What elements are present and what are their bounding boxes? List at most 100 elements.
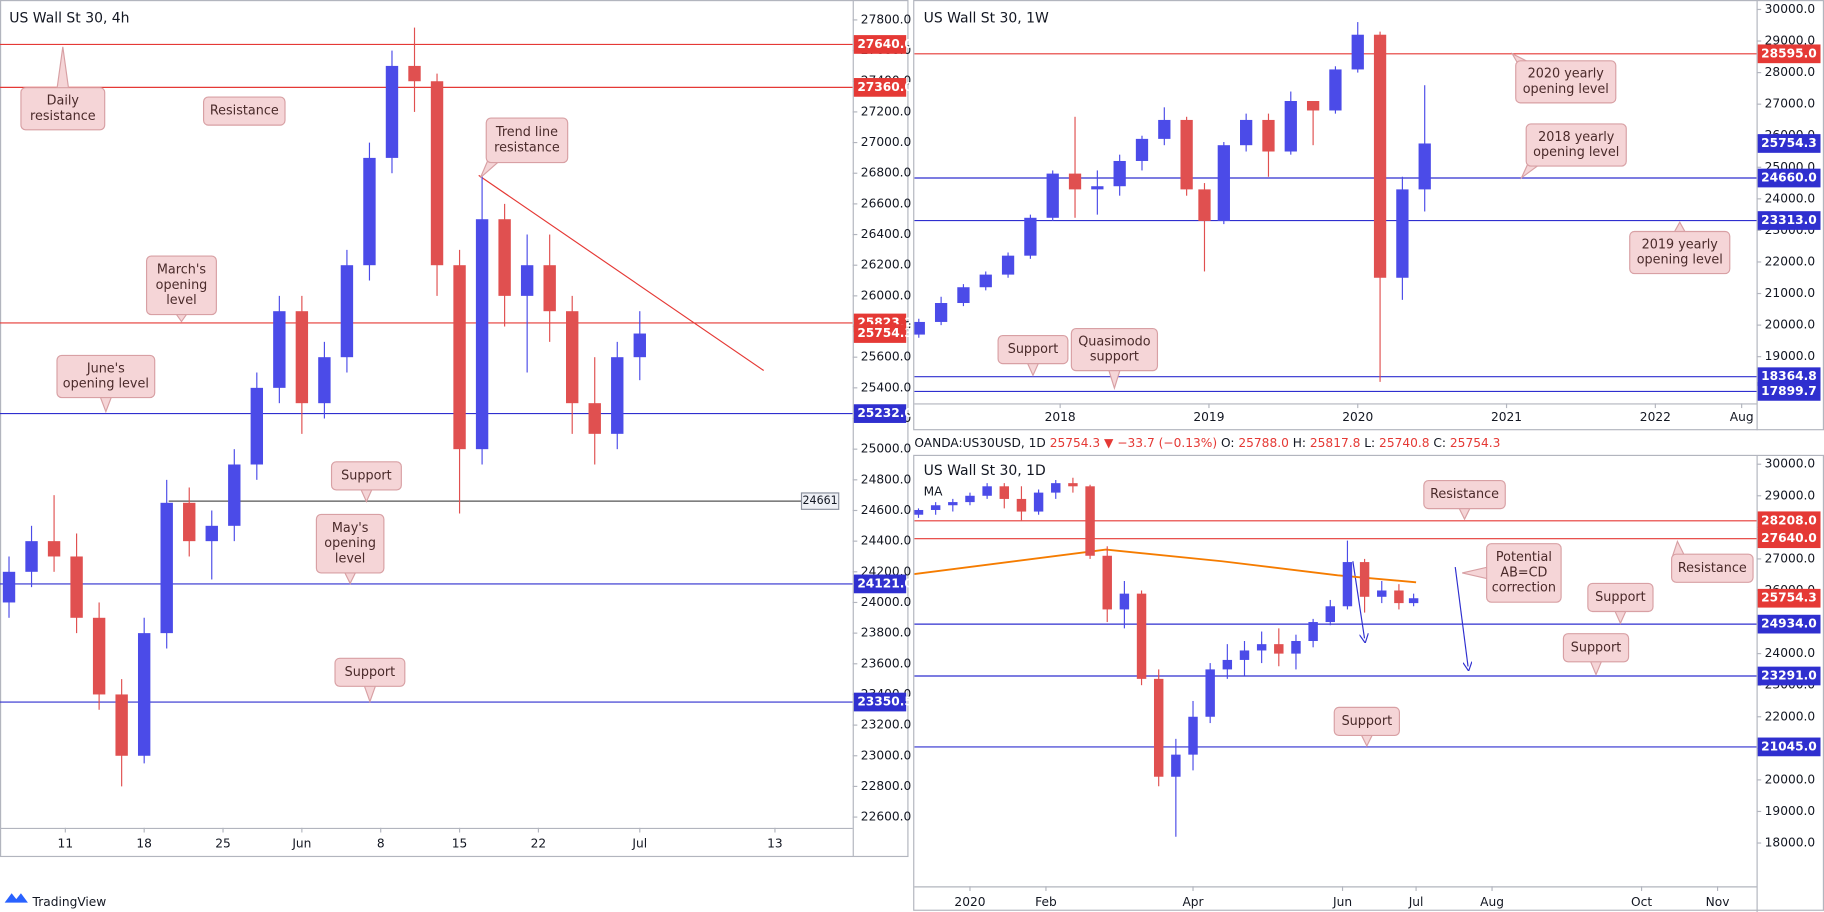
y-tick-label: 23600.0 (861, 656, 911, 670)
y-tick-label: 20000.0 (1765, 318, 1815, 332)
callout-text: Daily (47, 94, 80, 109)
candle-body (408, 65, 421, 82)
header-field: 25754.3 (1050, 436, 1100, 450)
header-field: OANDA:US30USD, 1D (914, 436, 1046, 450)
level-label-box (1757, 737, 1821, 757)
level-label-box (853, 35, 907, 54)
price-label-box (853, 324, 907, 343)
candle-body (1306, 101, 1320, 111)
plot-area (914, 477, 1757, 837)
level-label: 18364.8 (1761, 369, 1817, 383)
callout-text: opening (324, 536, 376, 551)
candle-body (92, 617, 106, 695)
callout-text: resistance (30, 109, 96, 124)
x-tick-label: 11 (58, 837, 74, 851)
callout-text: May's (332, 521, 369, 536)
y-tick-label: 29000.0 (1765, 488, 1815, 502)
level-label-box (800, 492, 840, 510)
callout-text: Support (1008, 342, 1059, 357)
panel-frame (0, 0, 909, 858)
y-tick-label: 24800.0 (861, 472, 911, 486)
callout-text: 2020 yearly (1528, 67, 1605, 82)
x-tick-label: 18 (136, 837, 152, 851)
callout-box (315, 513, 385, 574)
y-tick-label: 27000.0 (1765, 97, 1815, 111)
callout-text: Trend line (495, 125, 558, 140)
level-label-box (1757, 666, 1821, 686)
callout-text: Support (345, 665, 396, 680)
candle-body (1373, 34, 1387, 278)
callout-text: AB=CD (1500, 565, 1547, 580)
candle-body (228, 464, 241, 526)
y-tick-label: 18000.0 (1765, 836, 1815, 850)
header-field: L: (1364, 436, 1375, 450)
candle-body (1377, 590, 1387, 597)
candle-body (475, 219, 489, 450)
callout-text: Resistance (210, 104, 279, 119)
candle-body (183, 502, 196, 542)
panel-frame (913, 454, 1824, 911)
candle-body (1113, 160, 1126, 187)
candle-body (1240, 119, 1253, 146)
y-tick-label: 25400.0 (861, 380, 911, 394)
candle-body (1308, 622, 1318, 641)
level-label: 23313.0 (1761, 213, 1817, 227)
candle-body (115, 694, 128, 756)
y-tick-label: 26800.0 (861, 166, 911, 180)
callout-box (202, 96, 286, 126)
y-tick-label: 24400.0 (861, 534, 911, 548)
x-tick-label: 2018 (1045, 410, 1076, 424)
candle-body (914, 321, 925, 335)
y-tick-label: 26000.0 (861, 288, 911, 302)
level-label-box (853, 404, 907, 423)
x-tick-label: Jul (631, 837, 647, 851)
x-tick-label: Feb (1035, 895, 1057, 909)
header-field: 25817.8 (1310, 436, 1360, 450)
x-tick-label: Oct (1631, 895, 1652, 909)
callout-text: opening level (1533, 145, 1619, 160)
callout-text: Potential (1496, 550, 1552, 565)
level-label: 24661 (803, 494, 838, 507)
candle-body (979, 274, 992, 288)
level-label: 24121.0 (857, 576, 913, 590)
level-label: 23350.5 (857, 695, 913, 709)
x-tick-label: Jun (1332, 895, 1352, 909)
x-tick-label: Apr (1182, 895, 1204, 909)
candle-body (1046, 173, 1059, 218)
candle-body (1284, 101, 1297, 152)
candle-body (205, 525, 218, 542)
y-tick-label: 21000.0 (1765, 286, 1815, 300)
panel-frame (913, 0, 1824, 431)
candle-body (1119, 593, 1130, 610)
x-tick-label: 22 (531, 837, 547, 851)
candle-body (2, 571, 16, 603)
level-label-box (1757, 367, 1821, 387)
level-label: 27360.0 (857, 80, 913, 94)
price-label-box (1757, 588, 1821, 608)
candle-body (1016, 498, 1027, 512)
plot-area (914, 22, 1757, 392)
candle-body (1188, 716, 1198, 755)
header-field: C: (1433, 436, 1446, 450)
candle-body (999, 486, 1010, 499)
y-tick-label: 24000.0 (1765, 191, 1815, 205)
x-tick-label: 15 (452, 837, 468, 851)
candle-body (1158, 119, 1171, 139)
callout-text: March's (157, 263, 206, 278)
candle-body (1180, 119, 1193, 190)
callout-box (56, 354, 156, 399)
y-tick-label: 25600.0 (861, 350, 911, 364)
candle-body (1217, 145, 1230, 221)
callout-text: opening level (1523, 82, 1609, 97)
callout-box (997, 334, 1069, 365)
y-tick-label: 24000.0 (861, 595, 911, 609)
y-tick-label: 22600.0 (861, 810, 911, 824)
candle-body (914, 509, 924, 515)
header-field: O: (1221, 436, 1235, 450)
level-label-box (1757, 511, 1821, 531)
candle-body (498, 219, 511, 296)
x-tick-label: 2019 (1193, 410, 1224, 424)
y-tick-label: 23200.0 (861, 718, 911, 732)
candle-body (1198, 189, 1211, 221)
y-tick-label: 24600.0 (861, 503, 911, 517)
